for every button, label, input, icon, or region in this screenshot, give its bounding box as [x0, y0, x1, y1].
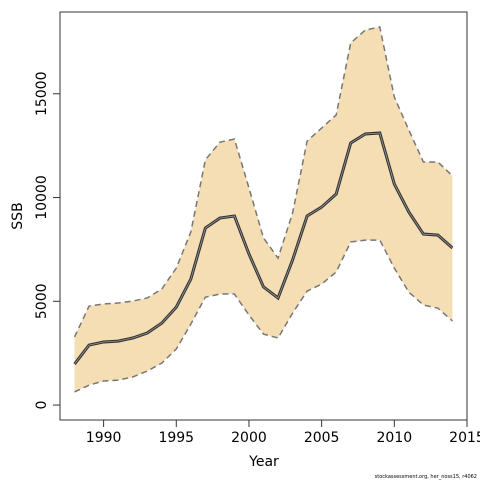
- y-tick-label: 15000: [34, 71, 50, 116]
- upper-bound: [73, 26, 453, 338]
- confidence-band: [74, 26, 453, 392]
- y-tick-label: 0: [34, 401, 50, 410]
- footnote: stockassessment.org, her_noss15, r4062: [375, 474, 477, 480]
- y-axis-label: SSB: [10, 202, 26, 229]
- x-tick-label: 2000: [231, 430, 267, 446]
- x-tick-label: 1990: [86, 430, 122, 446]
- lower-bound: [74, 239, 453, 393]
- x-tick-label: 2005: [304, 430, 340, 446]
- estimate-line-inner: [74, 132, 453, 365]
- x-tick-label: 2010: [377, 430, 413, 446]
- x-tick-label: 2015: [449, 430, 480, 446]
- y-tick-label: 5000: [34, 283, 50, 319]
- y-tick-label: 10000: [34, 175, 50, 220]
- x-tick-label: 1995: [158, 430, 194, 446]
- plot-frame: [59, 11, 468, 421]
- x-axis-label: Year: [248, 454, 279, 470]
